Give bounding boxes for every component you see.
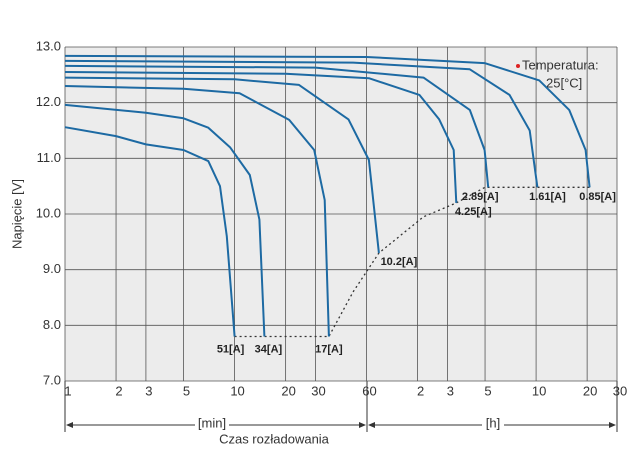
x-unit-label: [min] — [198, 415, 226, 430]
x-tick-label: 60 — [362, 383, 376, 398]
x-tick-label: 2 — [417, 383, 424, 398]
x-tick-label: 3 — [145, 383, 152, 398]
x-tick-label: 10 — [230, 383, 244, 398]
end-label: 0.85[A] — [579, 191, 616, 203]
y-tick-label: 11.0 — [37, 150, 61, 165]
x-tick-label: 5 — [183, 383, 190, 398]
x-tick-label: 30 — [311, 383, 325, 398]
x-tick-label: 1 — [64, 383, 71, 398]
x-unit-label: [h] — [486, 415, 500, 430]
y-tick-label: 13.0 — [36, 38, 61, 53]
x-tick-label: 20 — [583, 383, 597, 398]
x-axis-label: Czas rozładowania — [219, 431, 330, 446]
series-line — [64, 85, 330, 337]
series-line — [64, 126, 236, 337]
annotation: Temperatura: — [522, 57, 599, 72]
x-tick-label: 5 — [484, 383, 491, 398]
annotation: 25[°C] — [546, 75, 582, 90]
series-line — [64, 71, 458, 203]
end-label: 51[A] — [217, 343, 245, 355]
range-arrows — [64, 381, 618, 432]
y-axis-label: Napięcie [V] — [9, 179, 24, 249]
x-tick-label: 2 — [115, 383, 122, 398]
y-tick-label: 9.0 — [43, 261, 61, 276]
end-label: 4.25[A] — [455, 206, 492, 218]
end-label: 17[A] — [315, 343, 343, 355]
y-tick-label: 7.0 — [43, 372, 61, 387]
series-line — [64, 64, 490, 188]
x-tick-label: 30 — [613, 383, 627, 398]
end-label: 1.61[A] — [529, 191, 566, 203]
end-label: 2.89[A] — [462, 191, 499, 203]
annotation-dot — [516, 64, 520, 68]
arrow-heads — [66, 422, 616, 428]
x-tick-label: 10 — [532, 383, 546, 398]
y-tick-label: 12.0 — [36, 94, 61, 109]
x-tick-label: 20 — [281, 383, 295, 398]
x-tick-label: 3 — [447, 383, 454, 398]
series-line — [64, 103, 266, 337]
end-line — [234, 186, 590, 338]
series-line — [64, 59, 539, 188]
y-tick-label: 8.0 — [43, 317, 61, 332]
series-line — [64, 76, 380, 254]
end-label: 34[A] — [255, 343, 283, 355]
series-line — [64, 54, 591, 188]
end-label: 10.2[A] — [381, 256, 418, 268]
y-tick-label: 10.0 — [36, 205, 61, 220]
